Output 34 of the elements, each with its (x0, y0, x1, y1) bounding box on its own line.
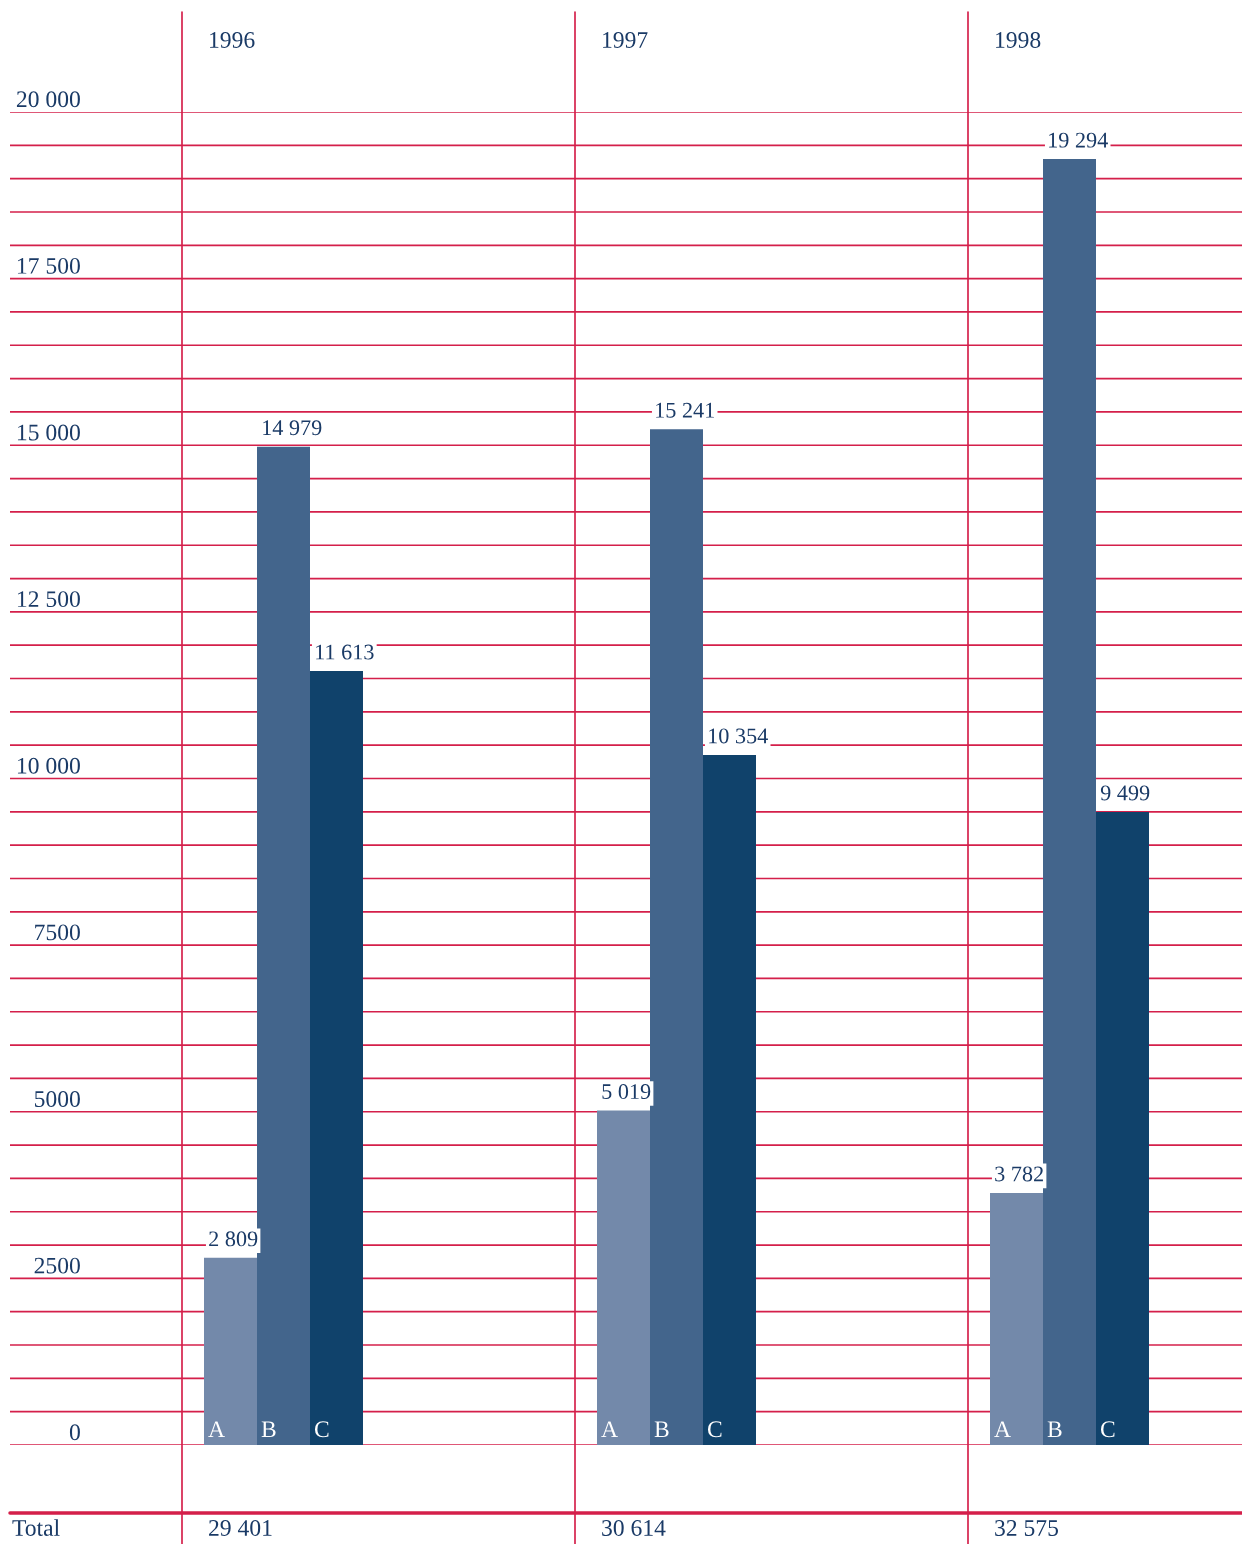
y-tick-label: 5000 (34, 1091, 80, 1107)
total-label: 29 401 (209, 1519, 272, 1536)
text: A (994, 1421, 1011, 1437)
y-tick-label: 2500 (34, 1257, 80, 1274)
y-tick-label: 15 000 (17, 424, 80, 441)
y-tick-label: 7500 (35, 924, 80, 941)
y-tick-label: 17 500 (17, 257, 80, 274)
data-label: 19 294 (1049, 132, 1108, 148)
data-label: 11 613 (316, 644, 374, 660)
y-tick-label: 10 000 (17, 757, 80, 774)
y-tick-label: 0 (69, 1424, 80, 1441)
text: B (1047, 1421, 1062, 1438)
data-label: 14 979 (263, 420, 322, 436)
total-label: 32 575 (995, 1520, 1059, 1536)
series-label: B (654, 1421, 669, 1438)
data-label: 2 809 (209, 1231, 258, 1247)
text: C (707, 1421, 722, 1438)
text: Total (12, 1519, 60, 1536)
data-label: 10 354 (709, 728, 768, 744)
x-tick-label: 1996 (210, 32, 255, 48)
data-label: 9 499 (1100, 785, 1150, 801)
x-tick-label: 1997 (603, 32, 648, 48)
data-label: 5 019 (602, 1084, 651, 1100)
series-label: A (208, 1421, 225, 1437)
data-label: 15 241 (656, 402, 714, 418)
y-tick-label: 12 500 (17, 591, 80, 608)
series-label: C (314, 1421, 329, 1438)
x-tick-label: 1998 (996, 31, 1041, 48)
total-label: 30 614 (602, 1519, 666, 1536)
text: B (261, 1421, 276, 1438)
text: A (601, 1421, 618, 1437)
data-label: 3 782 (995, 1166, 1043, 1182)
text: C (1100, 1421, 1115, 1438)
y-tick-label: 20 000 (16, 91, 80, 108)
